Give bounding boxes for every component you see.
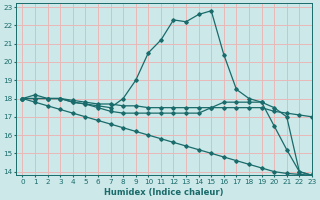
X-axis label: Humidex (Indice chaleur): Humidex (Indice chaleur) <box>104 188 224 197</box>
